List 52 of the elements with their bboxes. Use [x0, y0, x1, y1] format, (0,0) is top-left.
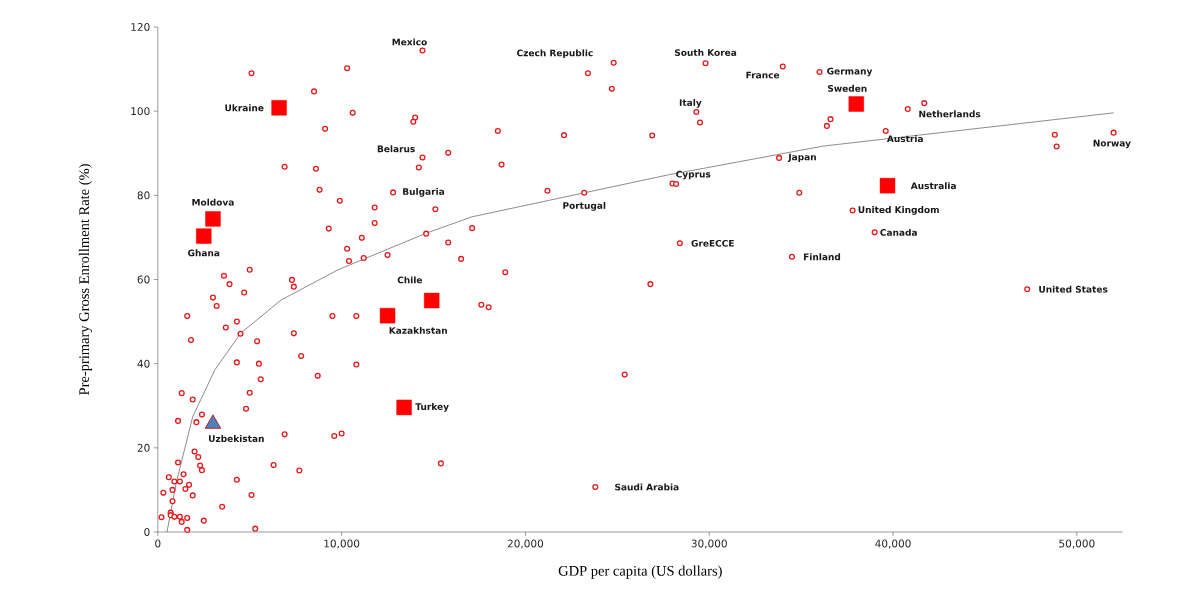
- annotation: Moldova: [192, 198, 234, 206]
- point: [879, 177, 896, 194]
- annotation: United States: [1039, 285, 1108, 293]
- x-tick-label: 30,000: [691, 539, 727, 549]
- annotation: Norway: [1093, 139, 1131, 149]
- annotation: Netherlands: [919, 110, 981, 118]
- y-tick-label: 80: [137, 191, 150, 200]
- y-axis-title: Pre-primary Gross Enrollment Rate (%): [78, 164, 93, 396]
- annotation: Italy: [679, 99, 702, 108]
- x-tick-label: 0: [155, 539, 161, 548]
- y-tick-label: 0: [144, 528, 150, 536]
- annotation: Ukraine: [225, 104, 264, 112]
- annotation: Portugal: [563, 202, 606, 211]
- annotation: Czech Republic: [517, 49, 593, 59]
- annotation: Cyprus: [676, 170, 711, 180]
- x-tick-label: 50,000: [1059, 539, 1095, 549]
- x-axis-title: GDP per capita (US dollars): [558, 565, 722, 579]
- y-tick-label: 120: [131, 23, 150, 31]
- annotation: Bulgaria: [403, 188, 445, 197]
- annotation: United Kingdom: [858, 206, 939, 215]
- annotation: Turkey: [415, 403, 449, 412]
- annotation: Kazakhstan: [389, 326, 447, 334]
- annotation: Saudi Arabia: [615, 483, 679, 491]
- annotation: Chile: [397, 276, 423, 284]
- x-tick-label: 20,000: [507, 539, 544, 549]
- point: [379, 307, 396, 324]
- annotation: Canada: [880, 228, 917, 236]
- annotation: Sweden: [828, 84, 867, 92]
- y-tick-label: 60: [137, 275, 150, 284]
- point: [196, 228, 212, 244]
- annotation: Mexico: [392, 38, 427, 46]
- annotation: Austria: [886, 135, 923, 143]
- annotation: Finland: [803, 253, 841, 261]
- point: [396, 399, 412, 416]
- annotation: Ghana: [188, 249, 220, 257]
- point: [205, 211, 221, 227]
- annotation: Uzbekistan: [208, 435, 264, 443]
- x-tick-label: 40,000: [875, 539, 911, 549]
- annotation: Belarus: [377, 145, 415, 153]
- point: [271, 100, 287, 116]
- annotation: Australia: [910, 182, 956, 190]
- y-tick-label: 100: [131, 107, 150, 116]
- annotation: Japan: [787, 153, 816, 163]
- point: [423, 292, 440, 309]
- y-tick-label: 20: [137, 443, 150, 452]
- x-tick-label: 10,000: [324, 539, 360, 549]
- annotation: GreECCE: [691, 239, 734, 247]
- annotation: South Korea: [674, 49, 737, 56]
- point: [848, 96, 864, 112]
- y-tick-label: 40: [137, 359, 150, 368]
- annotation: France: [746, 71, 780, 79]
- annotation: Germany: [827, 67, 873, 77]
